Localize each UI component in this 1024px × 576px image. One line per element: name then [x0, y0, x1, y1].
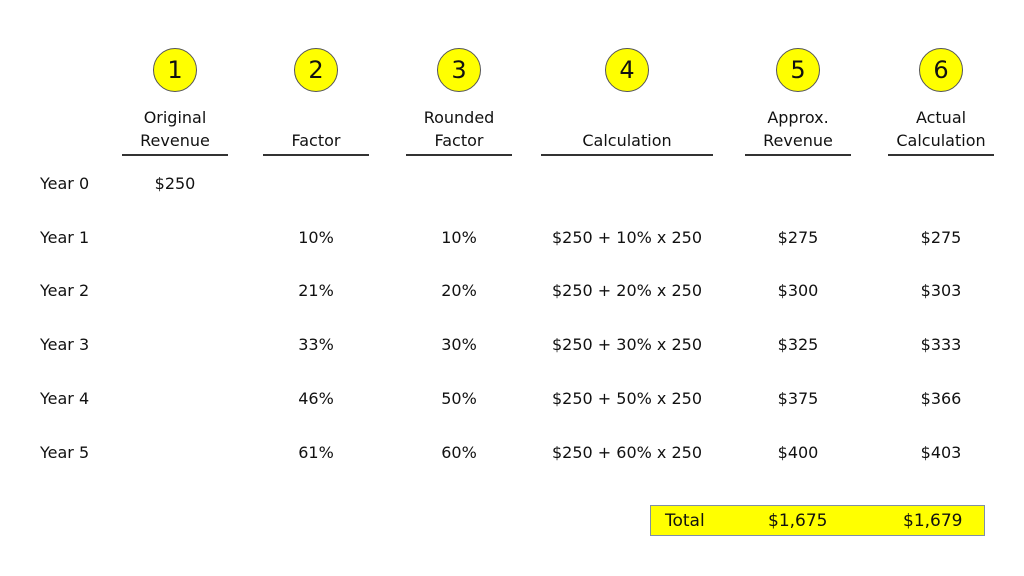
column-header-line: Calculation — [582, 131, 672, 150]
column-header: Original Revenue — [122, 106, 228, 152]
column-header: Factor — [263, 106, 369, 152]
table-cell: $250 + 20% x 250 — [551, 281, 703, 300]
row-label: Year 5 — [40, 443, 90, 462]
column-header: Rounded Factor — [406, 106, 512, 152]
step-number-badge: 5 — [776, 48, 820, 92]
table-cell: 10% — [441, 228, 477, 247]
column-header: Actual Calculation — [888, 106, 994, 152]
table-cell: $333 — [920, 335, 962, 354]
header-underline — [122, 154, 228, 156]
step-number-badge: 3 — [437, 48, 481, 92]
total-row: Total $1,675 $1,679 — [650, 505, 985, 536]
table-cell: $300 — [777, 281, 819, 300]
table-cell: $303 — [920, 281, 962, 300]
column-header-line: Revenue — [140, 131, 210, 150]
table-cell: $250 + 60% x 250 — [551, 443, 703, 462]
header-underline — [406, 154, 512, 156]
table-cell: $325 — [777, 335, 819, 354]
table-cell: $366 — [920, 389, 962, 408]
table-cell: 30% — [441, 335, 477, 354]
row-label: Year 0 — [40, 174, 90, 193]
table-cell: 46% — [298, 389, 334, 408]
step-number-badge: 6 — [919, 48, 963, 92]
table-cell: 21% — [298, 281, 334, 300]
header-underline — [888, 154, 994, 156]
column-header-line: Actual — [915, 108, 967, 127]
table-cell: $275 — [920, 228, 962, 247]
column-header-line: Factor — [291, 131, 341, 150]
table-cell: 60% — [441, 443, 477, 462]
table-cell: $403 — [920, 443, 962, 462]
row-label: Year 4 — [40, 389, 90, 408]
total-actual-calculation: $1,679 — [903, 511, 963, 531]
table-cell: 10% — [298, 228, 334, 247]
column-header-line: Calculation — [896, 131, 986, 150]
step-number-badge: 1 — [153, 48, 197, 92]
column-header-line: Approx. — [767, 108, 829, 127]
total-approx-revenue: $1,675 — [768, 511, 828, 531]
table-cell: 61% — [298, 443, 334, 462]
column-header-line: Factor — [434, 131, 484, 150]
column-header-line: Revenue — [763, 131, 833, 150]
table-cell: 20% — [441, 281, 477, 300]
row-label: Year 2 — [40, 281, 90, 300]
column-header-line: Original — [143, 108, 207, 127]
table-cell: 33% — [298, 335, 334, 354]
header-underline — [745, 154, 851, 156]
header-underline — [263, 154, 369, 156]
column-header: Approx. Revenue — [745, 106, 851, 152]
table-cell: 50% — [441, 389, 477, 408]
column-header-line: Rounded — [423, 108, 495, 127]
total-label: Total — [665, 511, 705, 531]
table-cell: $250 + 30% x 250 — [551, 335, 703, 354]
table-cell: $275 — [777, 228, 819, 247]
step-number-badge: 4 — [605, 48, 649, 92]
row-label: Year 3 — [40, 335, 90, 354]
table-cell: $400 — [777, 443, 819, 462]
step-number-badge: 2 — [294, 48, 338, 92]
table-cell: $250 — [154, 174, 196, 193]
row-label: Year 1 — [40, 228, 90, 247]
table-cell: $375 — [777, 389, 819, 408]
table-cell: $250 + 50% x 250 — [551, 389, 703, 408]
column-header: Calculation — [541, 106, 713, 152]
table-cell: $250 + 10% x 250 — [551, 228, 703, 247]
header-underline — [541, 154, 713, 156]
